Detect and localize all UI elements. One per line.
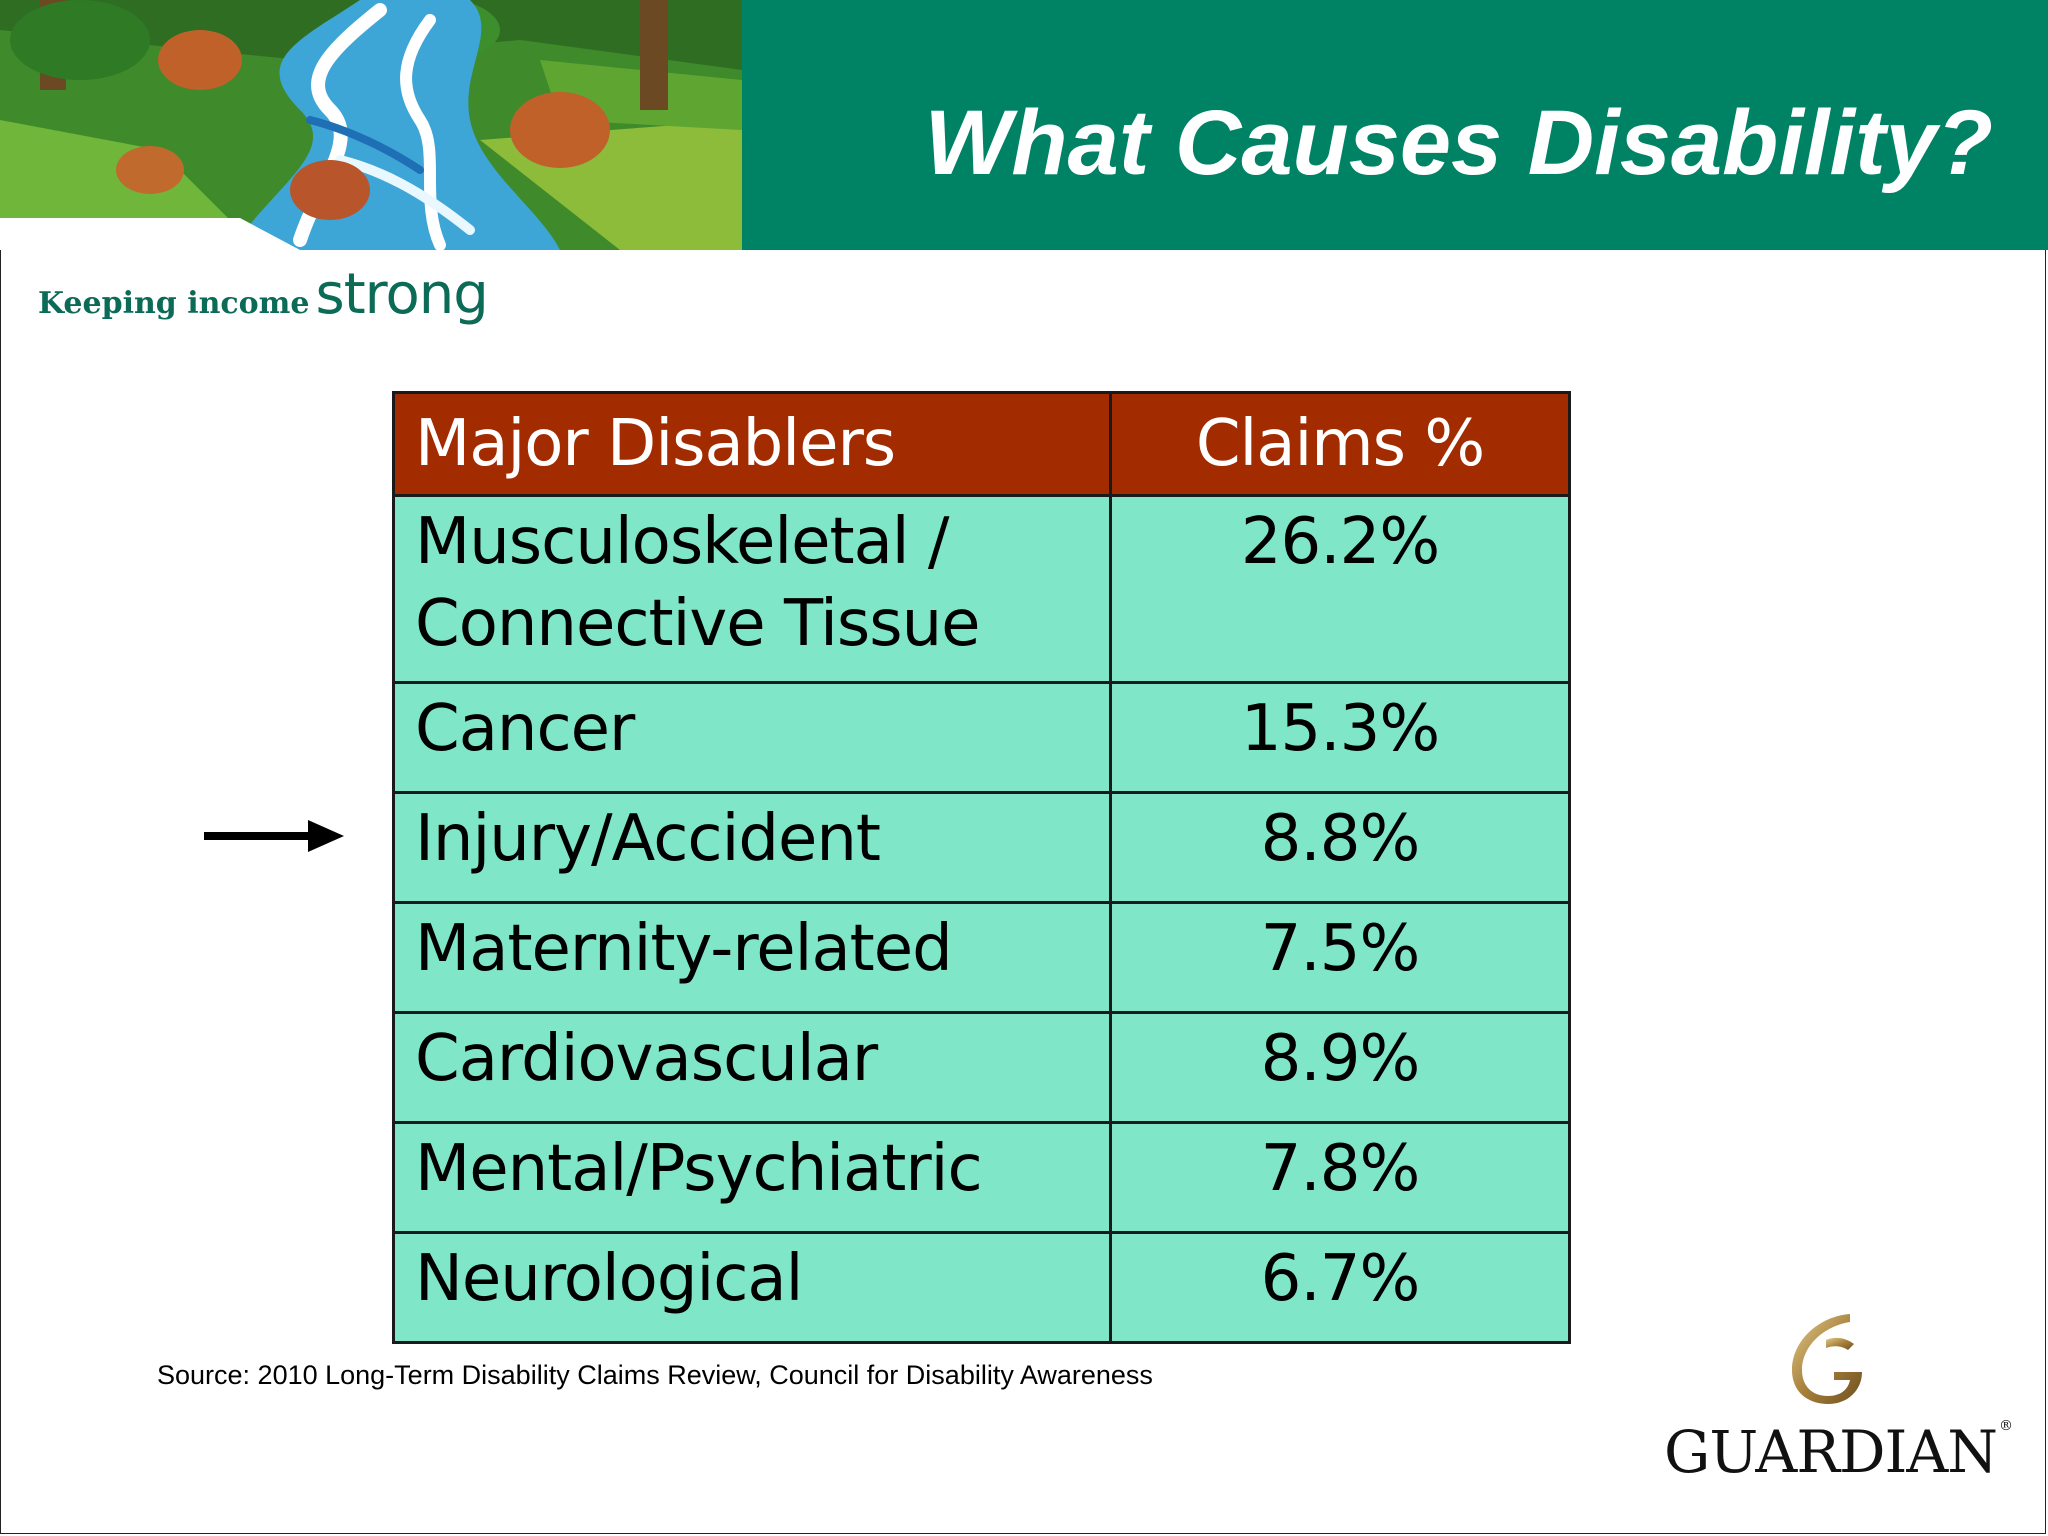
table-row: Mental/Psychiatric 7.8% — [392, 1121, 1572, 1234]
guardian-name: GUARDIAN — [1664, 1418, 1998, 1486]
slide-title: What Causes Disability? — [924, 92, 1993, 194]
registered-mark: ® — [1999, 1418, 2013, 1434]
source-citation: Source: 2010 Long-Term Disability Claims… — [157, 1360, 1153, 1390]
row-pct-cancer: 15.3% — [1108, 681, 1572, 794]
row-name-maternity: Maternity-related — [392, 901, 1112, 1014]
row-name-cardiovascular: Cardiovascular — [392, 1011, 1112, 1124]
table-row: Maternity-related 7.5% — [392, 901, 1572, 1014]
major-disablers-table: Major Disablers Claims % Musculoskeletal… — [392, 391, 1572, 1344]
row-pct-injury-accident: 8.8% — [1108, 791, 1572, 904]
row-pct-maternity: 7.5% — [1108, 901, 1572, 1014]
header-claims-percent: Claims % — [1108, 391, 1572, 497]
table-row: Neurological 6.7% — [392, 1231, 1572, 1344]
table-row: Injury/Accident 8.8% — [392, 791, 1572, 904]
tagline-keeping-income: Keeping income — [38, 286, 310, 321]
row-name-neurological: Neurological — [392, 1231, 1112, 1344]
tagline-strong: strong — [315, 262, 489, 327]
row-pct-mental: 7.8% — [1108, 1121, 1572, 1234]
row-name-line2: Connective Tissue — [415, 587, 981, 661]
row-pct-musculoskeletal: 26.2% — [1108, 494, 1572, 684]
row-name-line1: Musculoskeletal / — [415, 505, 949, 579]
guardian-wordmark: GUARDIAN ® — [1664, 1418, 2013, 1486]
row-name-mental: Mental/Psychiatric — [392, 1121, 1112, 1234]
header-major-disablers: Major Disablers — [392, 391, 1112, 497]
row-pct-neurological: 6.7% — [1108, 1231, 1572, 1344]
row-pct-cardiovascular: 8.9% — [1108, 1011, 1572, 1124]
row-name-injury-accident: Injury/Accident — [392, 791, 1112, 904]
river-landscape-artwork — [0, 0, 742, 250]
row-name-cancer: Cancer — [392, 681, 1112, 794]
row-name-musculoskeletal: Musculoskeletal / Connective Tissue — [392, 494, 1112, 684]
table-row: Cardiovascular 8.9% — [392, 1011, 1572, 1124]
table-row: Musculoskeletal / Connective Tissue 26.2% — [392, 494, 1572, 684]
table-header-row: Major Disablers Claims % — [392, 391, 1572, 497]
table-row: Cancer 15.3% — [392, 681, 1572, 794]
tagline: Keeping income strong — [38, 262, 489, 327]
guardian-logo: GUARDIAN ® — [1660, 1310, 2013, 1486]
guardian-emblem-icon — [1792, 1314, 1862, 1404]
pointer-arrow-icon — [204, 820, 344, 852]
